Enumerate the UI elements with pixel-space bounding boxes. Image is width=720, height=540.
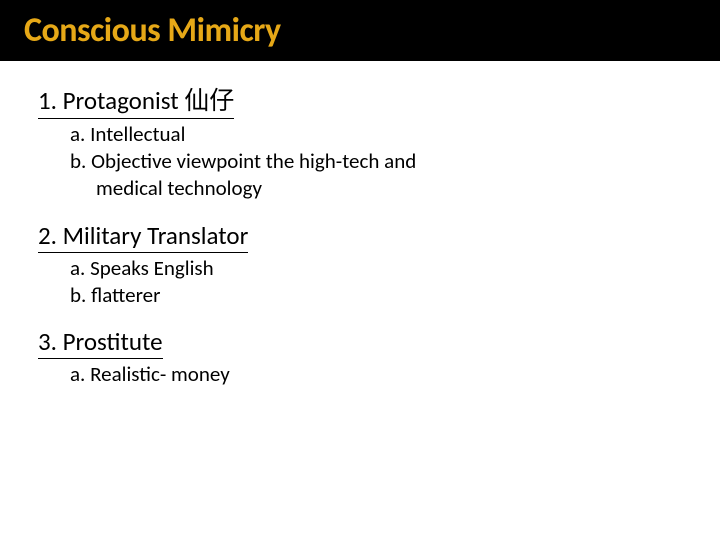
item-2-subs: a. Speaks English b. flatterer [70,255,682,309]
item-2-sub-a: a. Speaks English [70,255,682,282]
item-1-sub-b: b. Objective viewpoint the high-tech and [70,148,682,175]
item-3-sub-a: a. Realistic- money [70,361,682,388]
item-3: 3. Prostitute a. Realistic- money [38,326,682,388]
item-3-heading: 3. Prostitute [38,326,163,359]
header-bar: Conscious Mimicry [0,0,720,59]
item-2-sub-b: b. flatterer [70,282,682,309]
item-2: 2. Military Translator a. Speaks English… [38,220,682,309]
item-1-heading: 1. Protagonist 仙仔 [38,81,234,119]
item-3-subs: a. Realistic- money [70,361,682,388]
item-2-heading: 2. Military Translator [38,220,248,253]
item-1-sub-a: a. Intellectual [70,121,682,148]
item-1-sub-b-cont: medical technology [96,175,682,202]
item-1: 1. Protagonist 仙仔 a. Intellectual b. Obj… [38,81,682,202]
slide-title: Conscious Mimicry [24,10,696,51]
item-1-subs: a. Intellectual b. Objective viewpoint t… [70,121,682,202]
content-area: 1. Protagonist 仙仔 a. Intellectual b. Obj… [0,61,720,388]
